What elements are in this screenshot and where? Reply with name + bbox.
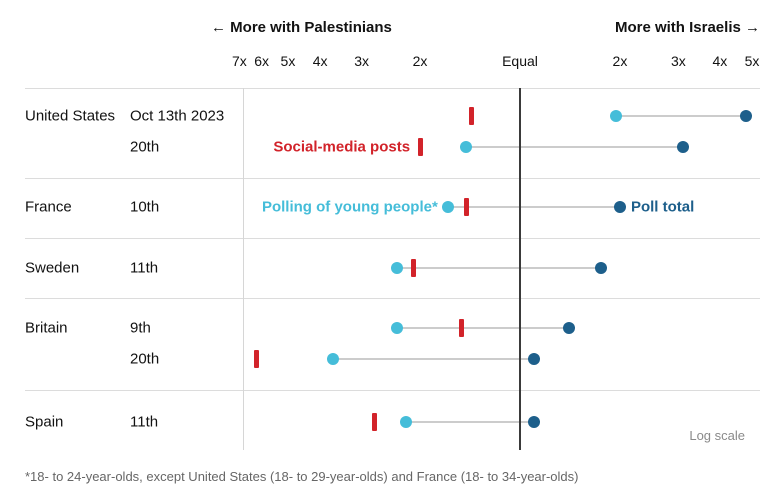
row-separator-line <box>25 390 760 391</box>
date-label: 9th <box>130 319 151 337</box>
row-separator-line <box>25 88 760 89</box>
social-media-tick <box>410 259 416 277</box>
country-label: Spain <box>25 413 64 431</box>
axis-tick-4x-israelis: 4x <box>712 53 728 69</box>
total-poll-dot <box>613 201 626 213</box>
connector-line <box>406 421 534 423</box>
annotation-social_media: Social-media posts <box>273 138 411 156</box>
equal-line <box>519 88 521 450</box>
social-media-tick <box>254 350 260 368</box>
total-poll-dot <box>562 322 575 334</box>
social-media-tick <box>417 138 423 156</box>
social-media-tick <box>371 413 377 431</box>
row-separator-line <box>25 178 760 179</box>
young-poll-dot <box>400 416 413 428</box>
country-label: Sweden <box>25 259 80 277</box>
social-media-tick <box>459 319 465 337</box>
connector-line <box>447 206 620 208</box>
equal-axis-label: Equal <box>502 53 538 69</box>
axis-tick-3x-israelis: 3x <box>670 53 686 69</box>
axis-tick-3x-palestinians: 3x <box>354 53 369 69</box>
total-poll-dot <box>677 141 690 153</box>
date-label: 10th <box>130 198 160 216</box>
young-poll-dot <box>610 110 623 122</box>
axis-tick-5x-israelis: 5x <box>744 53 760 69</box>
date-label: 11th <box>130 259 159 277</box>
annotation-young: Polling of young people* <box>261 198 438 216</box>
plot-left-border <box>243 88 244 450</box>
young-poll-dot <box>390 262 403 274</box>
axis-tick-5x-palestinians: 5x <box>280 53 296 69</box>
log-scale-note: Log scale <box>689 428 745 443</box>
date-label: 11th <box>130 413 159 431</box>
date-label: Oct 13th 2023 <box>130 107 225 125</box>
connector-line <box>396 327 569 329</box>
total-poll-dot <box>527 353 540 365</box>
axis-tick-2x-palestinians: 2x <box>412 53 428 69</box>
total-poll-dot <box>740 110 753 122</box>
connector-line <box>396 267 601 269</box>
axis-tick-6x-palestinians: 6x <box>254 53 270 69</box>
connector-line <box>466 146 684 148</box>
axis-tick-2x-israelis: 2x <box>612 53 628 69</box>
connector-line <box>616 115 747 117</box>
date-label: 20th <box>130 138 160 156</box>
country-label: United States <box>25 107 116 125</box>
row-separator-line <box>25 238 760 239</box>
young-poll-dot <box>441 201 454 213</box>
young-poll-dot <box>460 141 473 153</box>
social-media-tick <box>468 107 474 125</box>
young-poll-dot <box>327 353 340 365</box>
young-poll-dot <box>390 322 403 334</box>
annotation-total: Poll total <box>630 198 695 216</box>
date-label: 20th <box>130 350 160 368</box>
axis-label-more-with-israelis: More with Israelis → <box>614 19 760 36</box>
row-separator-line <box>25 298 760 299</box>
country-label: Britain <box>25 319 68 337</box>
total-poll-dot <box>594 262 607 274</box>
footnote: *18- to 24-year-olds, except United Stat… <box>25 469 579 484</box>
social-media-tick <box>463 198 469 216</box>
total-poll-dot <box>527 416 540 428</box>
country-label: France <box>25 198 72 216</box>
axis-tick-7x-palestinians: 7x <box>232 53 247 69</box>
axis-label-more-with-palestinians: ← More with Palestinians <box>211 19 392 36</box>
connector-line <box>333 358 534 360</box>
axis-tick-4x-palestinians: 4x <box>312 53 328 69</box>
